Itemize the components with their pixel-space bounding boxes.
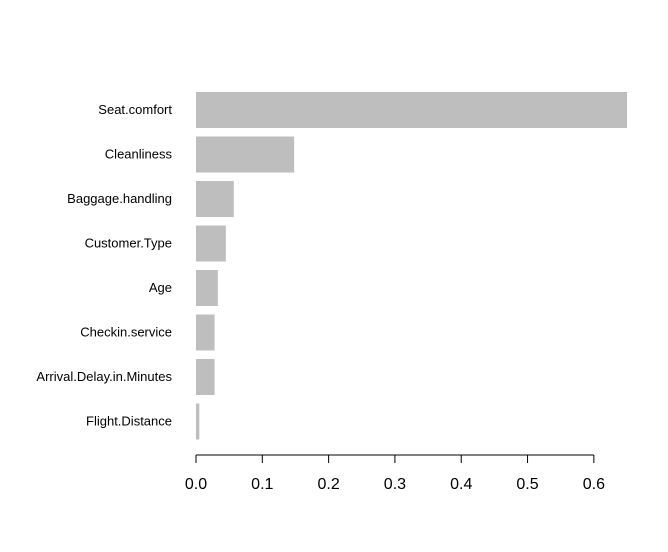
x-tick-label: 0.6	[583, 476, 605, 493]
x-ticks-group: 0.0 0.1 0.2 0.3 0.4 0.5 0.6	[185, 455, 605, 493]
bar-baggage-handling	[196, 181, 234, 217]
bar-customer-type	[196, 225, 226, 262]
category-labels-group: Seat.comfort Cleanliness Baggage.handling C…	[36, 102, 172, 429]
x-tick-label: 0.3	[384, 476, 406, 493]
category-label: Cleanliness	[105, 147, 173, 162]
bars-group	[196, 92, 627, 440]
x-tick-label: 0.1	[251, 476, 273, 493]
bar-arrival-delay-in-minutes	[196, 359, 215, 395]
bar-flight-distance	[196, 403, 200, 440]
bar-checkin-service	[196, 314, 215, 351]
category-label: Baggage.handling	[67, 191, 172, 206]
bar-seat-comfort	[196, 92, 627, 128]
bar-age	[196, 270, 218, 306]
category-label: Age	[149, 280, 172, 295]
x-tick-label: 0.4	[450, 476, 472, 493]
category-label: Seat.comfort	[98, 102, 172, 117]
x-tick-label: 0.2	[317, 476, 339, 493]
category-label: Flight.Distance	[86, 414, 172, 429]
category-label: Customer.Type	[85, 236, 172, 251]
category-label: Checkin.service	[80, 325, 172, 340]
x-tick-label: 0.0	[185, 476, 207, 493]
x-axis: 0.0 0.1 0.2 0.3 0.4 0.5 0.6	[185, 454, 605, 493]
x-tick-label: 0.5	[516, 476, 538, 493]
category-label: Arrival.Delay.in.Minutes	[36, 369, 172, 384]
bar-cleanliness	[196, 136, 295, 173]
